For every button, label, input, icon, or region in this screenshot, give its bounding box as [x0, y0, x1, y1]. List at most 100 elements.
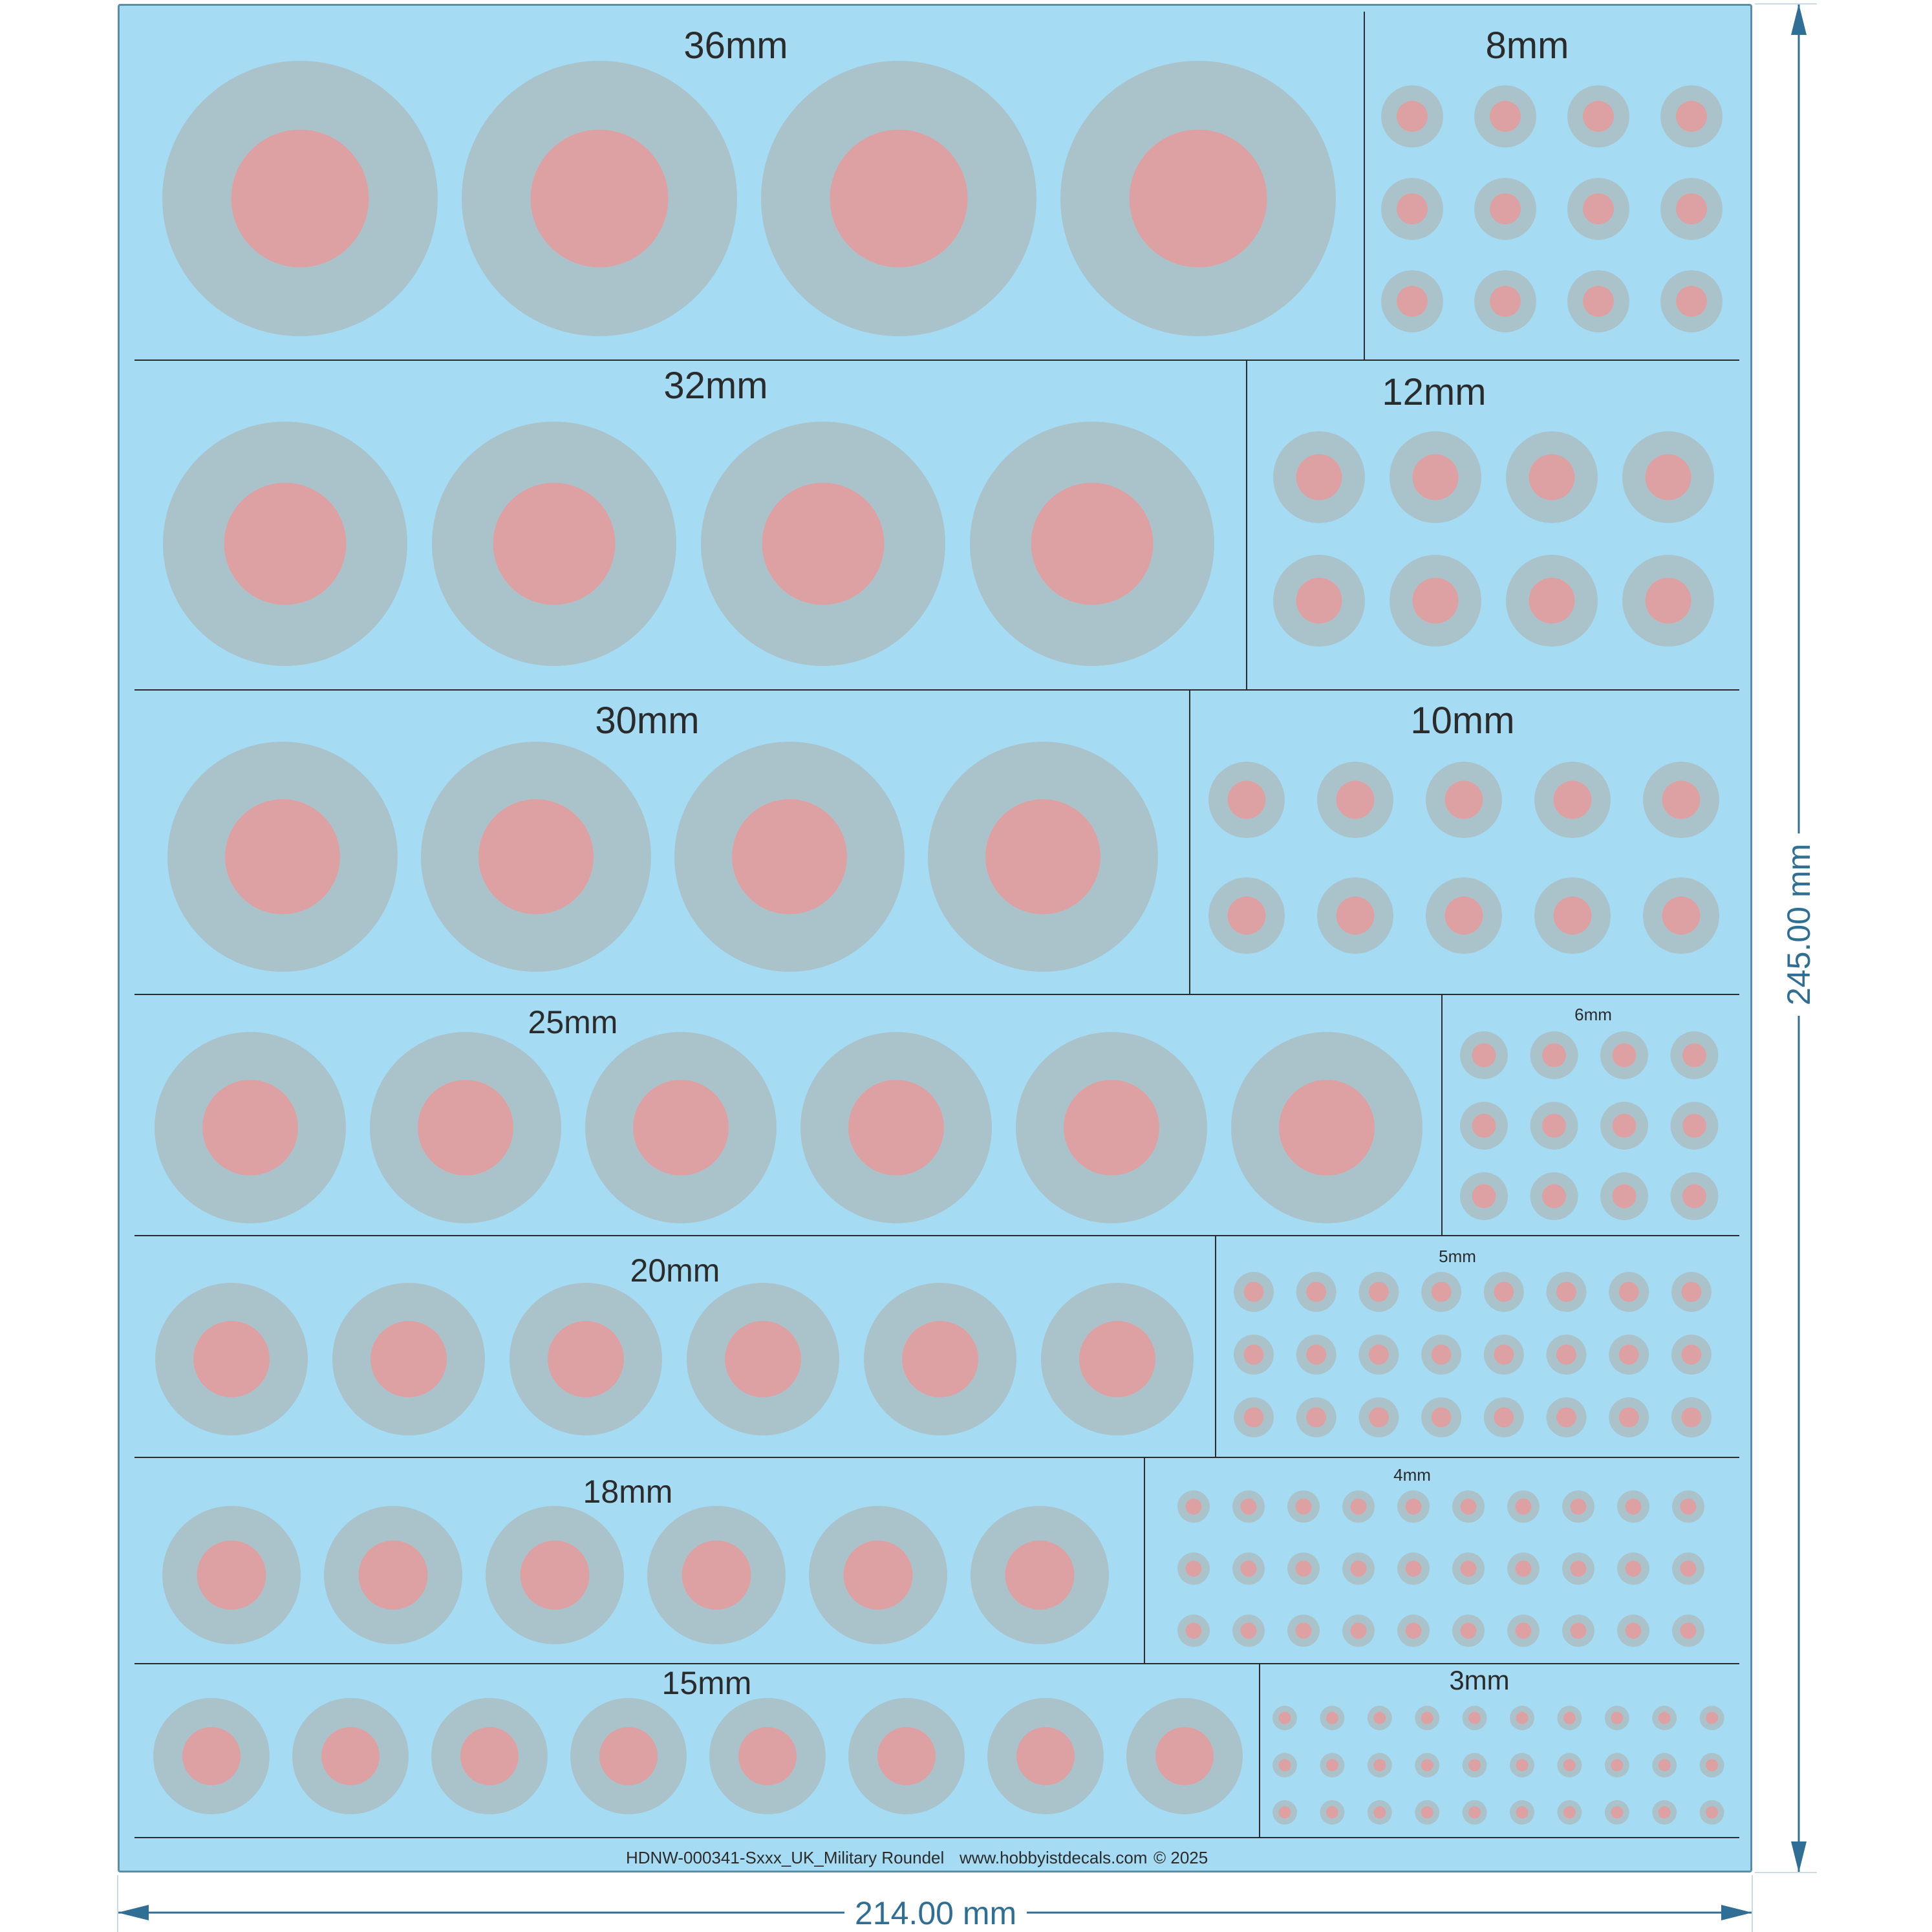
roundel	[1358, 1397, 1399, 1437]
roundel	[1208, 877, 1285, 954]
roundel-center-dot	[1490, 101, 1521, 132]
section-36mm	[162, 61, 1336, 336]
roundel	[1415, 1753, 1440, 1777]
roundel	[1460, 1102, 1508, 1150]
section-15mm	[153, 1698, 1243, 1814]
roundel-center-dot	[1373, 1759, 1386, 1772]
roundel	[324, 1506, 462, 1644]
roundel	[809, 1506, 947, 1644]
roundel	[1016, 1032, 1207, 1223]
roundel-center-dot	[1185, 1560, 1202, 1577]
roundel	[709, 1698, 826, 1814]
roundel-center-dot	[1662, 780, 1701, 819]
roundel	[1397, 1552, 1430, 1585]
roundel-center-dot	[1444, 896, 1483, 935]
roundel	[1557, 1706, 1582, 1730]
roundel	[1604, 1753, 1629, 1777]
roundel	[421, 742, 651, 972]
roundel-center-dot	[1682, 1184, 1706, 1208]
roundel	[1342, 1552, 1375, 1585]
section-4mm	[1177, 1490, 1704, 1647]
roundel	[1643, 762, 1719, 838]
roundel	[1287, 1552, 1320, 1585]
arrow-up-icon	[1791, 4, 1807, 35]
roundel	[1381, 270, 1443, 332]
roundel-center-dot	[1472, 1113, 1496, 1138]
website-link[interactable]: www.hobbyistdecals.com	[960, 1848, 1148, 1867]
roundel-center-dot	[1306, 1344, 1327, 1365]
roundel	[1177, 1552, 1210, 1585]
roundel-center-dot	[1681, 1282, 1702, 1302]
roundel	[1643, 877, 1719, 954]
roundel	[1381, 178, 1443, 240]
roundel	[1367, 1706, 1392, 1730]
roundel-center-dot	[1368, 1282, 1389, 1302]
roundel-center-dot	[1553, 896, 1592, 935]
roundel	[1426, 762, 1502, 838]
roundel	[1367, 1800, 1392, 1825]
roundel-center-dot	[1563, 1712, 1576, 1724]
roundel-center-dot	[1680, 1560, 1697, 1577]
section-5mm	[1234, 1272, 1712, 1437]
roundel-center-dot	[1681, 1407, 1702, 1428]
roundel	[1390, 431, 1481, 523]
roundel	[1530, 1031, 1578, 1079]
roundel-center-dot	[1542, 1043, 1566, 1068]
roundel-center-dot	[548, 1321, 624, 1397]
roundel	[292, 1698, 409, 1814]
roundel-center-dot	[1079, 1321, 1155, 1397]
roundel-center-dot	[1421, 1806, 1433, 1819]
roundel-center-dot	[1031, 482, 1154, 605]
roundel-center-dot	[370, 1321, 447, 1397]
roundel-center-dot	[1472, 1043, 1496, 1068]
roundel-center-dot	[1016, 1727, 1075, 1785]
roundel	[1604, 1706, 1629, 1730]
roundel-center-dot	[1563, 1806, 1576, 1819]
roundel-center-dot	[1373, 1806, 1386, 1819]
roundel-center-dot	[1350, 1560, 1367, 1577]
roundel-center-dot	[197, 1540, 266, 1610]
roundel-center-dot	[1278, 1759, 1291, 1772]
roundel	[848, 1698, 965, 1814]
roundel	[1534, 762, 1611, 838]
roundel	[1670, 1102, 1719, 1150]
roundel	[1671, 1397, 1712, 1437]
roundel	[1671, 1272, 1712, 1312]
roundel-center-dot	[1240, 1622, 1257, 1639]
roundel	[1567, 85, 1629, 147]
roundel	[1358, 1272, 1399, 1312]
roundel	[1421, 1335, 1462, 1375]
roundel	[1287, 1490, 1320, 1523]
roundel-center-dot	[202, 1080, 298, 1175]
roundel-center-dot	[1494, 1282, 1514, 1302]
roundel	[1452, 1615, 1485, 1647]
roundel	[1510, 1706, 1534, 1730]
roundel-center-dot	[1472, 1184, 1496, 1208]
roundel	[1317, 762, 1393, 838]
roundel-center-dot	[460, 1727, 519, 1785]
roundel-center-dot	[1412, 454, 1459, 500]
roundel	[970, 422, 1214, 666]
roundel-center-dot	[762, 482, 885, 605]
roundel-center-dot	[1185, 1622, 1202, 1639]
roundel-center-dot	[1397, 193, 1428, 224]
roundel	[1381, 85, 1443, 147]
roundel	[1604, 1800, 1629, 1825]
roundel	[701, 422, 945, 666]
section-20mm	[155, 1283, 1194, 1435]
size-label: 12mm	[1382, 371, 1487, 413]
roundel-center-dot	[1662, 896, 1701, 935]
size-label: 6mm	[1574, 1005, 1612, 1024]
roundel	[1060, 61, 1336, 336]
roundel-center-dot	[732, 799, 847, 914]
roundel-center-dot	[1444, 780, 1483, 819]
roundel	[1660, 85, 1723, 147]
section-18mm	[162, 1506, 1109, 1644]
roundel-center-dot	[520, 1540, 590, 1610]
roundel	[1358, 1335, 1399, 1375]
roundel	[1272, 1800, 1297, 1825]
roundel-center-dot	[1227, 780, 1266, 819]
roundel	[462, 61, 737, 336]
roundel	[1546, 1397, 1587, 1437]
roundel	[1232, 1552, 1265, 1585]
